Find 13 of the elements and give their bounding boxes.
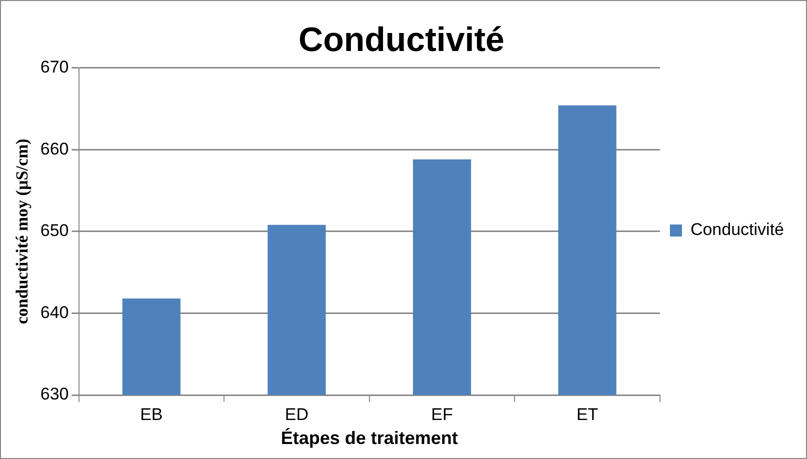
y-tick-label: 630 (40, 384, 69, 404)
y-tick-label: 650 (40, 221, 69, 240)
y-tick-label: 660 (40, 139, 69, 158)
x-tick-label: EB (140, 404, 163, 424)
x-axis-title: Étapes de traitement (280, 428, 458, 448)
x-tick-label: ET (576, 404, 598, 424)
legend-label: Conductivité (690, 220, 784, 240)
y-axis-title: conductivité moy (µS/cm) (12, 138, 32, 324)
x-tick-label: ED (284, 404, 309, 424)
chart-title: Conductivité (298, 20, 504, 59)
y-tick-label: 670 (40, 57, 69, 76)
y-tick-label: 640 (40, 302, 69, 322)
x-tick-label: EF (431, 404, 453, 424)
